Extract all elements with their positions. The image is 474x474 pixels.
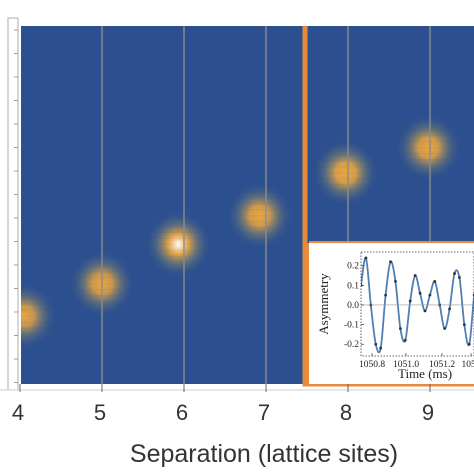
heatmap-row-stripe bbox=[233, 221, 286, 223]
heatmap-row-stripe bbox=[152, 261, 205, 263]
inset-x-tick-label: 1050 bbox=[462, 360, 474, 370]
heatmap-peak bbox=[311, 138, 380, 207]
inset-data-point bbox=[428, 293, 432, 297]
heatmap-row-stripe bbox=[319, 154, 372, 156]
heatmap-peak bbox=[144, 210, 213, 279]
inset-data-point bbox=[423, 309, 427, 313]
heatmap-peak bbox=[394, 113, 463, 182]
heatmap-row-stripe bbox=[152, 249, 205, 251]
inset-chart: 0.20.10.0-0.1-0.21050.81051.01051.21050 … bbox=[309, 243, 474, 384]
heatmap-row-stripe bbox=[152, 237, 205, 239]
inset-data-point bbox=[418, 291, 422, 295]
heatmap-row-stripe bbox=[21, 297, 51, 299]
heatmap-row-stripe bbox=[233, 233, 286, 235]
heatmap-row-stripe bbox=[402, 159, 455, 161]
inset-data-point bbox=[443, 327, 447, 330]
inset-y-tick-label: -0.2 bbox=[344, 340, 359, 350]
heatmap-row-stripe bbox=[152, 231, 205, 233]
inset-x-tick-label: 1050.8 bbox=[359, 360, 385, 370]
inset-data-point bbox=[408, 299, 412, 303]
inset-background bbox=[309, 243, 474, 384]
heatmap-row-stripe bbox=[319, 190, 372, 192]
heatmap-row-stripe bbox=[402, 153, 455, 155]
inset-data-point bbox=[462, 323, 466, 327]
inset-x-tick-label: 1051.0 bbox=[393, 360, 419, 370]
inset-series-line bbox=[361, 256, 474, 354]
inset-x-axis-title: Time (ms) bbox=[398, 366, 452, 381]
inset-data-point bbox=[448, 307, 451, 311]
x-tick-label: 7 bbox=[258, 400, 270, 425]
heatmap-row-stripe bbox=[233, 209, 286, 211]
heatmap-row-stripe bbox=[402, 147, 455, 149]
heatmap-row-stripe bbox=[21, 309, 51, 311]
x-axis-title: Separation (lattice sites) bbox=[130, 440, 398, 468]
heatmap-row-stripe bbox=[402, 129, 455, 131]
heatmap-row-stripe bbox=[402, 165, 455, 167]
inset-data-point bbox=[374, 342, 378, 346]
heatmap-peak bbox=[21, 281, 59, 350]
inset-y-tick-label: -0.1 bbox=[344, 321, 359, 331]
heatmap-row-stripe bbox=[319, 184, 372, 186]
x-tick-label: 9 bbox=[422, 400, 434, 425]
heatmap-row-stripe bbox=[402, 135, 455, 137]
heatmap-peak bbox=[225, 181, 294, 250]
heatmap-row-stripe bbox=[319, 178, 372, 180]
heatmap-row-stripe bbox=[233, 227, 286, 229]
heatmap-row-stripe bbox=[21, 303, 51, 305]
frame-strip bbox=[7, 17, 19, 391]
inset-y-tick-label: 0.0 bbox=[347, 301, 359, 311]
inset-plot-area bbox=[361, 256, 474, 354]
x-tick-label: 5 bbox=[94, 400, 106, 425]
inset-frame bbox=[360, 251, 474, 357]
heatmap-row-stripe bbox=[233, 197, 286, 199]
heatmap-row-stripe bbox=[152, 243, 205, 245]
heatmap-row-stripe bbox=[319, 160, 372, 162]
x-tick-label: 8 bbox=[340, 400, 352, 425]
inset-data-point bbox=[403, 338, 407, 342]
inset-data-point bbox=[453, 272, 456, 275]
heatmap-row-stripe bbox=[233, 203, 286, 205]
left-axis-frame bbox=[7, 17, 19, 391]
inset-y-tick-label: 0.1 bbox=[347, 281, 359, 291]
inset-x-tick-label: 1051.2 bbox=[429, 360, 455, 370]
heatmap-row-stripe bbox=[21, 333, 51, 335]
inset-data-point bbox=[467, 342, 471, 346]
heatmap-row-stripe bbox=[21, 327, 51, 329]
x-axis-ticks: 4 5 6 7 8 9 bbox=[12, 384, 434, 425]
heatmap-row-stripe bbox=[319, 172, 372, 174]
inset-data-point bbox=[458, 276, 461, 279]
inset-data-point bbox=[384, 293, 388, 297]
heatmap-row-stripe bbox=[233, 215, 286, 217]
inset-data-point bbox=[364, 256, 368, 260]
heatmap-row-stripe bbox=[152, 255, 205, 257]
inset-y-axis-title: Asymmetry bbox=[316, 273, 331, 335]
inset-data-point bbox=[433, 280, 437, 283]
inset-data-point bbox=[379, 346, 383, 350]
inset-data-point bbox=[413, 274, 417, 277]
inset-data-point bbox=[398, 327, 402, 330]
heatmap-row-stripe bbox=[402, 141, 455, 143]
inset-data-point bbox=[394, 280, 397, 283]
heatmap-row-stripe bbox=[21, 321, 51, 323]
heatmap-row-stripe bbox=[21, 315, 51, 317]
x-tick-label: 6 bbox=[176, 400, 188, 425]
inset-data-point bbox=[389, 260, 392, 264]
inset-y-tick-label: 0.2 bbox=[347, 262, 359, 272]
heatmap-row-stripe bbox=[319, 166, 372, 168]
x-tick-label: 4 bbox=[12, 400, 24, 425]
heatmap-row-stripe bbox=[152, 225, 205, 227]
